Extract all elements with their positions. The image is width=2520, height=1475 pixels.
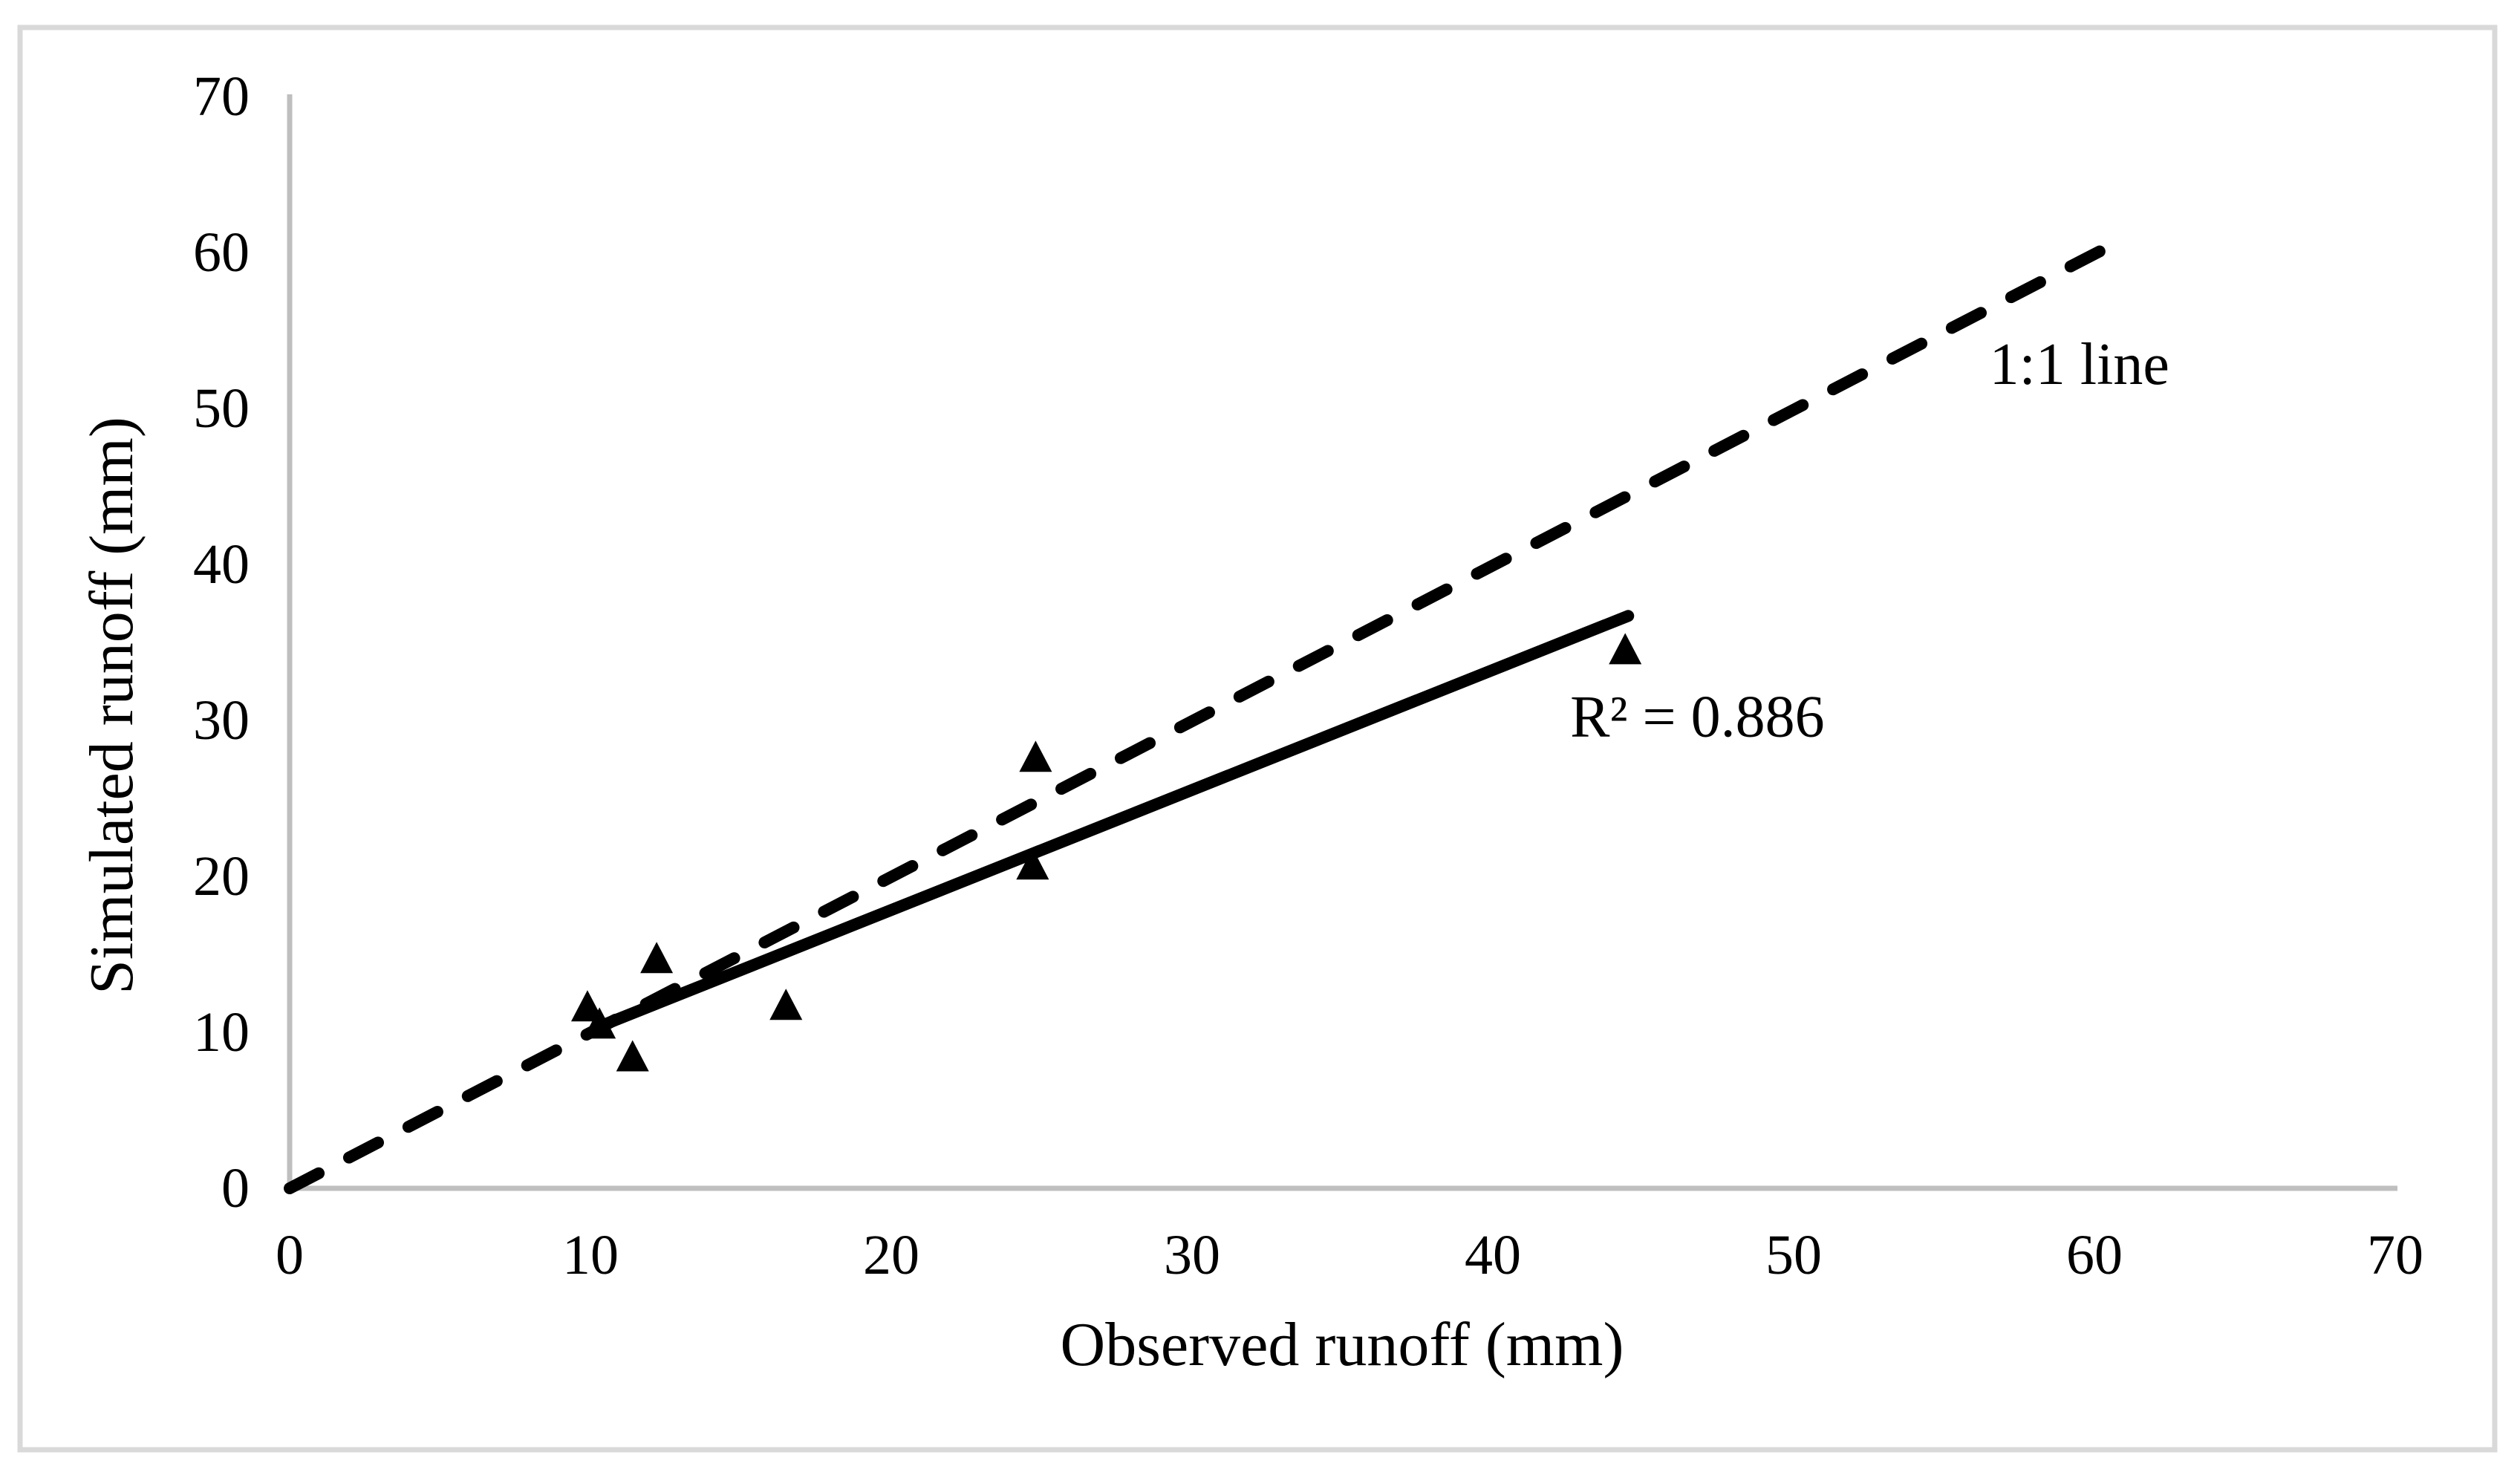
x-tick-label: 60 — [2066, 1224, 2123, 1286]
data-points — [570, 633, 1642, 1072]
y-tick-labels: 0 10 20 30 40 50 60 70 — [193, 65, 250, 1220]
data-point-triangle — [1609, 633, 1642, 665]
x-tick-label: 70 — [2367, 1224, 2423, 1286]
identity-line-label: 1:1 line — [1990, 332, 2169, 397]
trend-line — [590, 610, 1635, 1034]
r-squared-label: R² = 0.886 — [1570, 685, 1824, 750]
x-tick-label: 20 — [863, 1224, 919, 1286]
y-tick-label: 60 — [193, 221, 250, 284]
x-tick-label: 0 — [276, 1224, 304, 1286]
y-axis-title: Simulated runoff (mm) — [77, 417, 146, 994]
data-point-triangle — [640, 942, 674, 974]
y-tick-label: 30 — [193, 689, 250, 752]
data-point-triangle — [769, 989, 803, 1020]
data-point-triangle — [1019, 740, 1052, 772]
x-tick-label: 40 — [1465, 1224, 1521, 1286]
x-tick-label: 10 — [562, 1224, 619, 1286]
y-tick-label: 70 — [193, 65, 250, 128]
x-tick-label: 30 — [1164, 1224, 1220, 1286]
y-tick-label: 40 — [193, 533, 250, 596]
y-tick-label: 20 — [193, 845, 250, 908]
x-tick-labels: 0 10 20 30 40 50 60 70 — [276, 1224, 2423, 1286]
y-tick-label: 50 — [193, 377, 250, 440]
x-axis-title: Observed runoff (mm) — [1061, 1310, 1624, 1379]
y-tick-label: 10 — [193, 1001, 250, 1064]
data-point-triangle — [616, 1040, 649, 1072]
data-point-triangle — [1016, 848, 1049, 880]
identity-line — [284, 244, 2107, 1194]
data-point-triangle — [583, 1007, 616, 1039]
x-tick-label: 50 — [1765, 1224, 1822, 1286]
y-tick-label: 0 — [221, 1157, 250, 1220]
figure-border — [17, 25, 2498, 1453]
data-point-triangle — [570, 990, 604, 1022]
